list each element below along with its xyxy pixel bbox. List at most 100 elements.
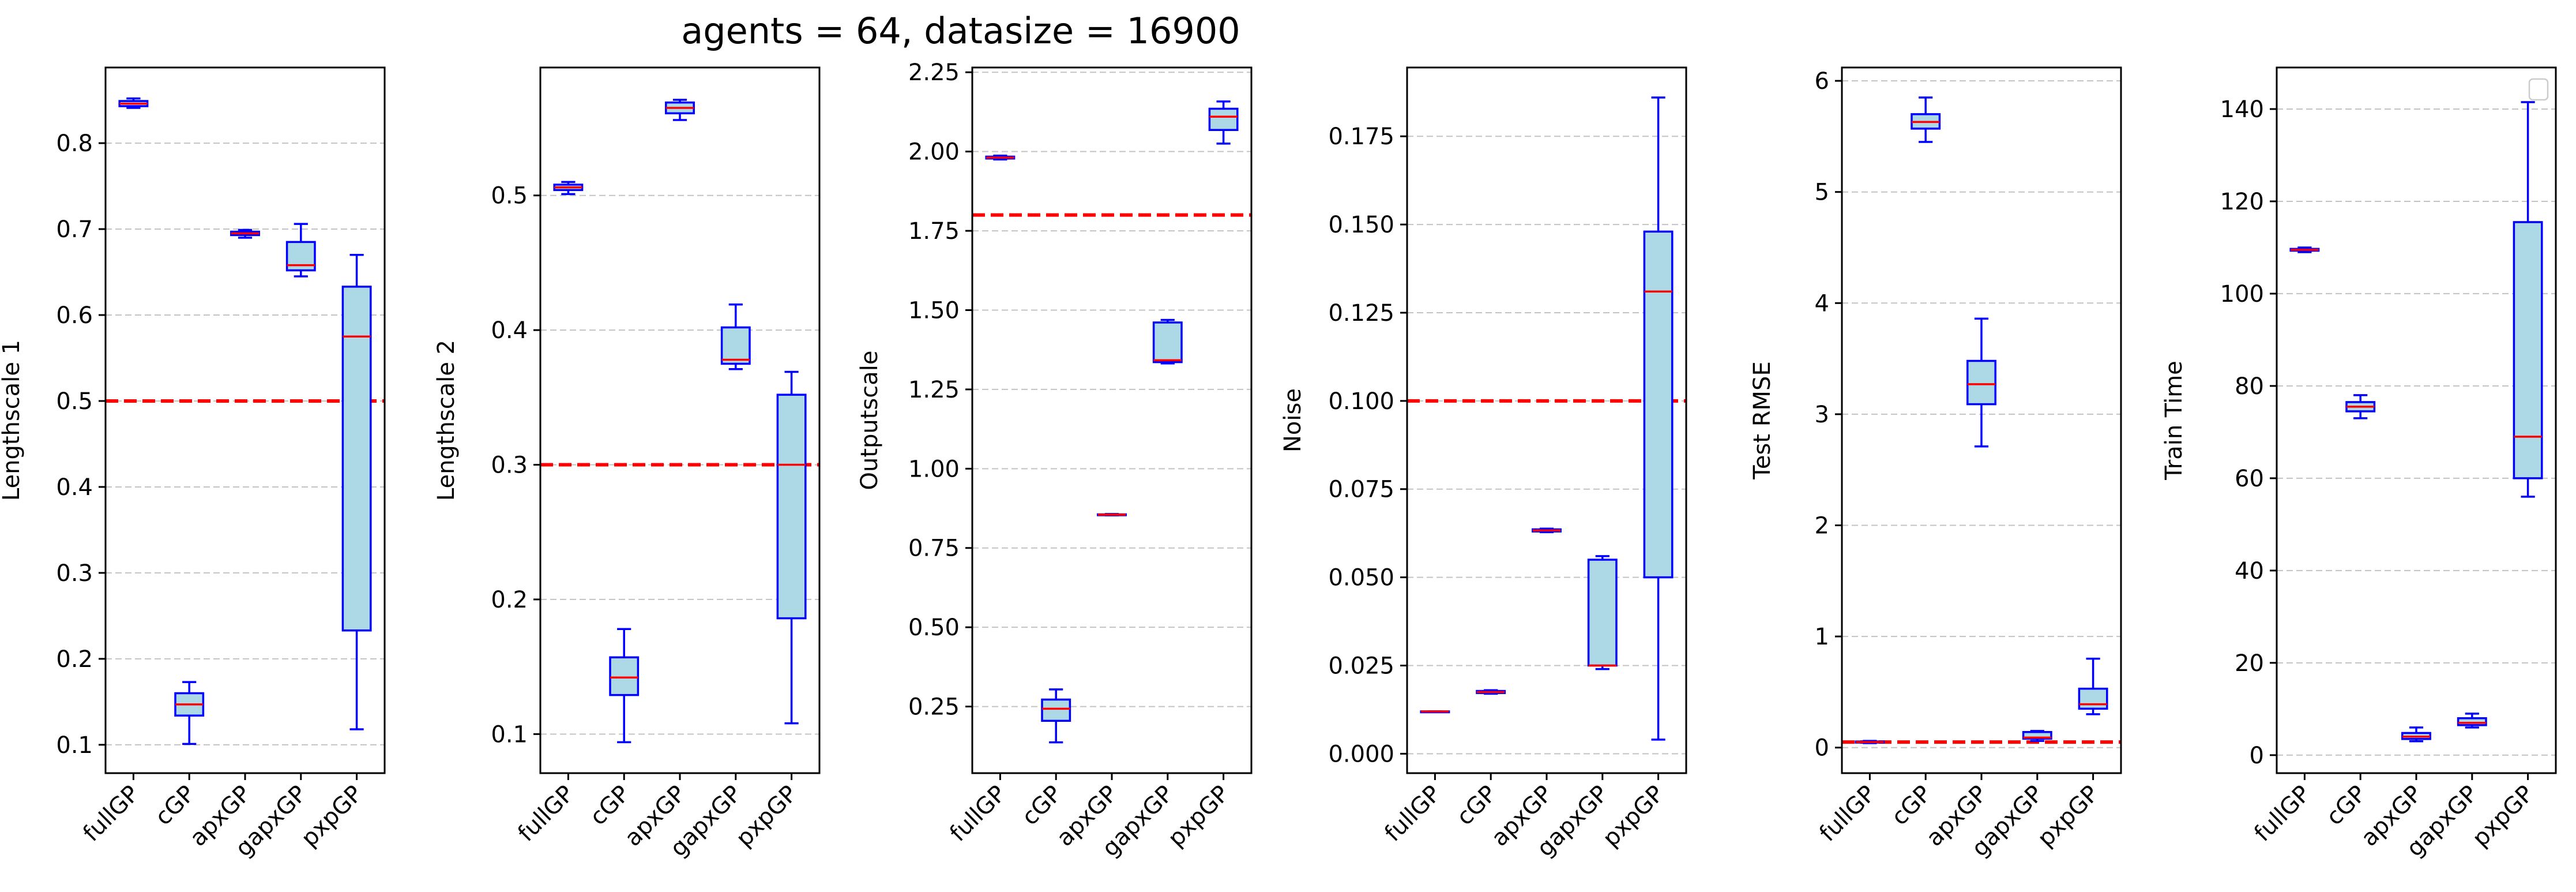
box-body — [1208, 107, 1239, 132]
y-axis-label: Train Time — [2161, 361, 2187, 481]
box-apxGP — [1097, 513, 1127, 516]
y-tick-label: 0.25 — [908, 694, 960, 721]
y-tick-label: 0.6 — [56, 302, 93, 329]
y-tick-label: 3 — [1815, 402, 1829, 428]
box-cGP — [1911, 96, 1941, 143]
y-tick-label: 0.4 — [56, 474, 93, 501]
box-body — [720, 326, 751, 365]
box-body — [2022, 730, 2052, 740]
y-tick-label: 120 — [2220, 189, 2264, 215]
y-tick-label: 0.100 — [1328, 388, 1394, 415]
box-cGP — [1041, 688, 1071, 744]
y-tick-label: 100 — [2220, 281, 2264, 308]
box-gapxGP — [1152, 318, 1183, 365]
box-apxGP — [1532, 527, 1562, 534]
box-fullGP — [118, 97, 149, 109]
box-body — [2457, 717, 2487, 726]
figure-title: agents = 64, datasize = 16900 — [681, 10, 1240, 52]
y-tick-label: 0.1 — [56, 732, 93, 759]
box-fullGP — [1855, 740, 1885, 744]
box-fullGP — [2289, 246, 2320, 253]
y-axis-label: Test RMSE — [1749, 361, 1776, 479]
y-tick-label: 0.8 — [56, 130, 93, 157]
y-tick-label: 80 — [2235, 373, 2264, 400]
y-tick-label: 0 — [1815, 735, 1829, 762]
y-axis-label: Noise — [1280, 388, 1306, 452]
box-fullGP — [985, 155, 1016, 161]
y-tick-label: 0.175 — [1328, 123, 1394, 150]
y-axis-label: Lengthscale 1 — [0, 340, 25, 501]
box-body — [2513, 221, 2543, 479]
box-apxGP — [2401, 726, 2431, 743]
box-pxpGP — [341, 253, 372, 730]
y-tick-label: 2 — [1815, 513, 1829, 539]
box-cGP — [609, 628, 640, 744]
box-body — [1587, 559, 1618, 667]
y-tick-label: 1 — [1815, 624, 1829, 650]
box-body — [776, 393, 807, 620]
y-tick-label: 140 — [2220, 96, 2264, 123]
box-body — [609, 656, 640, 696]
y-tick-label: 0.7 — [56, 216, 93, 243]
box-apxGP — [1966, 317, 1996, 448]
box-apxGP — [665, 99, 695, 121]
box-body — [1041, 698, 1071, 722]
box-fullGP — [553, 181, 584, 196]
y-tick-label: 0.2 — [56, 646, 93, 673]
y-tick-label: 0.1 — [491, 721, 528, 748]
box-apxGP — [230, 228, 260, 239]
y-tick-label: 6 — [1815, 68, 1829, 95]
y-tick-label: 4 — [1815, 290, 1829, 317]
y-tick-label: 0.150 — [1328, 212, 1394, 238]
box-cGP — [2345, 394, 2376, 419]
box-pxpGP — [776, 370, 807, 725]
y-tick-label: 0.125 — [1328, 300, 1394, 327]
box-body — [1643, 230, 1674, 579]
y-tick-label: 0.5 — [56, 388, 93, 415]
y-tick-label: 0.075 — [1328, 477, 1394, 503]
box-gapxGP — [2022, 730, 2052, 742]
box-pxpGP — [2078, 657, 2108, 715]
box-cGP — [1476, 689, 1506, 695]
y-tick-label: 0.3 — [56, 560, 93, 587]
y-tick-label: 0.2 — [491, 587, 528, 613]
box-gapxGP — [285, 223, 316, 278]
y-tick-label: 2.00 — [908, 139, 960, 166]
y-tick-label: 0.3 — [491, 452, 528, 479]
legend-box — [2528, 78, 2549, 101]
box-body — [1966, 359, 1996, 406]
y-tick-label: 0.50 — [908, 614, 960, 641]
box-pxpGP — [2513, 101, 2543, 498]
box-body — [2078, 687, 2108, 710]
box-gapxGP — [1587, 555, 1618, 670]
box-gapxGP — [720, 303, 751, 370]
box-body — [1152, 321, 1183, 363]
box-cGP — [174, 681, 205, 745]
box-pxpGP — [1208, 100, 1239, 145]
y-axis-label: Outputscale — [856, 350, 883, 490]
y-tick-label: 0.5 — [491, 183, 528, 209]
y-tick-label: 0 — [2250, 743, 2264, 769]
y-tick-label: 2.25 — [908, 59, 960, 86]
y-tick-label: 0.4 — [491, 317, 528, 344]
box-gapxGP — [2457, 713, 2487, 729]
y-tick-label: 1.25 — [908, 377, 960, 403]
y-tick-label: 1.00 — [908, 456, 960, 482]
y-tick-label: 1.75 — [908, 218, 960, 245]
y-tick-label: 1.50 — [908, 297, 960, 324]
y-axis-label: Lengthscale 2 — [433, 340, 460, 501]
box-body — [341, 286, 372, 632]
y-tick-label: 60 — [2235, 466, 2264, 492]
box-pxpGP — [1643, 96, 1674, 741]
y-tick-label: 0.025 — [1328, 653, 1394, 679]
y-tick-label: 0.050 — [1328, 565, 1394, 591]
y-tick-label: 40 — [2235, 558, 2264, 584]
box-fullGP — [1420, 710, 1450, 714]
y-tick-label: 20 — [2235, 650, 2264, 677]
y-tick-label: 0.000 — [1328, 741, 1394, 767]
y-tick-label: 5 — [1815, 179, 1829, 206]
y-tick-label: 0.75 — [908, 535, 960, 562]
